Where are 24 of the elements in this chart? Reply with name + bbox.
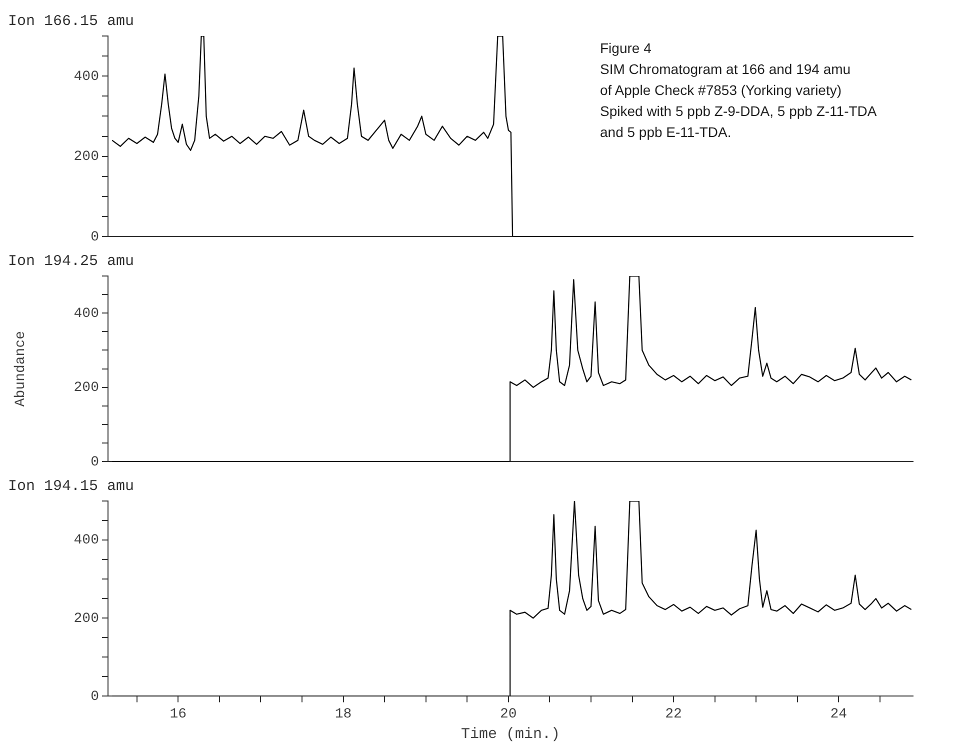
y-tick-label: 400 xyxy=(74,68,99,85)
y-tick-label: 0 xyxy=(90,688,99,705)
chart-title: Ion 166.15 amu xyxy=(8,12,134,30)
x-axis-title: Time (min.) xyxy=(460,726,560,743)
y-tick-label: 400 xyxy=(74,306,99,322)
annotation: Spiked with 5 ppb Z-9-DDA, 5 ppb Z-11-TDA xyxy=(600,102,877,121)
annotation: SIM Chromatogram at 166 and 194 amu xyxy=(600,60,852,79)
y-tick-label: 200 xyxy=(74,149,99,166)
x-tick-label: 20 xyxy=(500,706,517,722)
x-tick-label: 24 xyxy=(830,706,848,722)
chart-title: Ion 194.25 amu xyxy=(8,252,134,270)
y-tick-label: 0 xyxy=(90,454,99,470)
y-tick-label: 400 xyxy=(74,532,99,549)
y-tick-label: 0 xyxy=(90,229,99,246)
annotation: of Apple Check #7853 (Yorking variety) xyxy=(600,81,843,100)
y-axis-title: Abundance xyxy=(13,330,30,407)
annotation: and 5 ppb E-11-TDA. xyxy=(600,123,732,142)
x-tick-label: 18 xyxy=(334,706,352,722)
annotation: Figure 4 xyxy=(600,39,652,58)
y-tick-label: 200 xyxy=(74,380,99,396)
x-tick-label: 16 xyxy=(170,706,187,722)
y-tick-label: 200 xyxy=(74,610,99,627)
x-tick-label: 22 xyxy=(665,706,682,722)
chart-title: Ion 194.15 amu xyxy=(8,478,134,495)
